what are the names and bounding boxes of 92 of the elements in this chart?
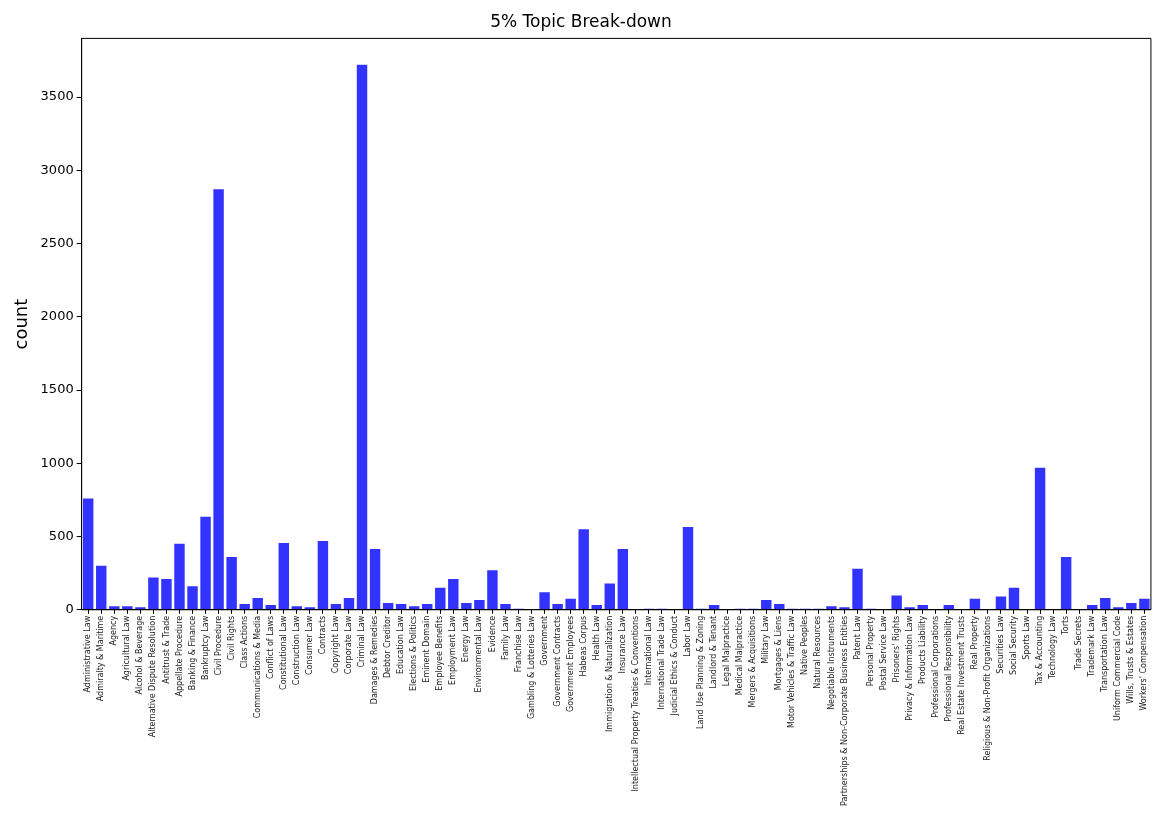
x-tick-label: Alternative Dispute Resolution — [148, 615, 158, 738]
x-tick-label: Antitrust & Trade — [161, 615, 171, 684]
x-tick-label: Prisoners' Rights — [891, 615, 901, 683]
x-tick-label: Postal Service Law — [878, 615, 888, 691]
x-tick-label: Energy Law — [461, 615, 471, 663]
x-tick-label: Real Property — [969, 615, 979, 670]
x-tick-label: Copyright Law — [331, 615, 341, 674]
x-tick-label: Corporate Law — [344, 615, 354, 675]
x-tick-label: Immigration & Naturalization — [604, 615, 614, 733]
y-tick-label: 1500 — [40, 381, 74, 397]
y-tick-label: 0 — [65, 601, 74, 617]
y-tick-label: 1000 — [40, 454, 74, 470]
y-tick-label: 3500 — [40, 88, 74, 104]
x-tick-label: Intellectual Property Treaties & Conventions — [630, 615, 640, 792]
x-tick-label: Patent Law — [852, 615, 862, 660]
x-tick-label: Criminal Law — [357, 615, 367, 668]
x-tick-label: Administrative Law — [83, 615, 93, 693]
x-tick-label: Mortgages & Liens — [774, 615, 784, 691]
x-tick-label: Insurance Law — [617, 615, 627, 674]
x-tick-label: Constitutional Law — [278, 615, 288, 690]
x-tick-label: Construction Law — [291, 615, 301, 686]
x-tick-label: Damages & Remedies — [370, 615, 380, 705]
x-tick-label: Legal Malpractice — [722, 615, 732, 687]
chart-title: 5% Topic Break-down — [490, 10, 672, 31]
x-tick-label: Conflict of Laws — [265, 615, 275, 679]
x-tick-label: Products Liability — [917, 615, 927, 685]
x-tick-label: Bankruptcy Law — [200, 615, 210, 681]
x-tick-label: Franchise Law — [513, 615, 523, 673]
x-tick-label: Motor Vehicles & Traffic Law — [787, 615, 797, 729]
x-tick-label: Government Employees — [565, 615, 575, 712]
x-tick-label: Real Estate Investment Trusts — [956, 615, 966, 735]
x-tick-label: Native Peoples — [800, 615, 810, 675]
x-tick-label: Wills, Trusts & Estates — [1126, 615, 1136, 704]
x-tick-label: Mergers & Acquisitions — [748, 615, 758, 708]
x-tick-label: International Law — [643, 615, 653, 686]
x-tick-label: Civil Procedure — [213, 615, 223, 676]
x-tick-label: Alcohol & Beverage — [135, 615, 145, 695]
x-tick-label: Communications & Media — [252, 615, 262, 719]
x-tick-label: Debtor Creditor — [383, 615, 393, 679]
x-tick-label: Personal Property — [865, 615, 875, 687]
x-tick-label: Contracts — [317, 615, 327, 655]
x-tick-label: Uniform Commercial Code — [1113, 615, 1123, 721]
x-tick-label: Class Actions — [239, 615, 249, 669]
x-tick-label: Health Law — [591, 615, 601, 661]
x-tick-label: Admiralty & Maritime — [96, 615, 106, 702]
x-tick-label: Torts — [1061, 615, 1071, 636]
x-tick-label: Securities Law — [996, 615, 1006, 674]
x-tick-label: Eminent Domain — [422, 615, 432, 683]
x-tick-label: Education Law — [396, 615, 406, 675]
x-tick-label: Negotiable Instruments — [826, 615, 836, 710]
x-tick-label: Agency — [109, 615, 119, 646]
y-tick-label: 3000 — [40, 161, 74, 177]
x-tick-label: Environmental Law — [474, 615, 484, 693]
x-tick-label: Government Contracts — [552, 615, 562, 707]
x-tick-label: Banking & Finance — [187, 615, 197, 691]
x-tick-label: Sports Law — [1022, 615, 1032, 660]
y-tick-label: 500 — [48, 527, 74, 543]
x-tick-label: Medical Malpractice — [735, 615, 745, 696]
x-tick-label: Landlord & Tenant — [709, 615, 719, 689]
x-tick-label: Religious & Non-Profit Organizations — [982, 615, 992, 761]
x-tick-label: Workers' Compensation — [1139, 615, 1149, 711]
x-tick-label: International Trade Law — [657, 615, 667, 710]
x-tick-label: Appellate Procedure — [174, 615, 184, 697]
x-tick-label: Agricultural Law — [122, 615, 132, 681]
x-tick-label: Social Security — [1009, 615, 1019, 675]
x-tick-label: Employee Benefits — [435, 615, 445, 691]
y-axis-title: count — [10, 298, 32, 350]
x-tick-label: Technology Law — [1048, 615, 1058, 681]
y-tick-label: 2000 — [40, 308, 74, 324]
x-tick-label: Family Law — [500, 615, 510, 660]
x-tick-label: Trademark Law — [1087, 615, 1097, 678]
x-tick-label: Consumer Law — [304, 615, 314, 676]
x-tick-label: Habeas Corpus — [578, 615, 588, 677]
x-tick-label: Gambling & Lotteries Law — [526, 615, 536, 720]
x-tick-label: Labor Law — [683, 615, 693, 657]
x-tick-label: Tax & Accounting — [1035, 615, 1045, 686]
x-tick-label: Government — [539, 615, 549, 666]
x-tick-label: Military Law — [761, 615, 771, 664]
x-tick-label: Evidence — [487, 615, 497, 653]
x-tick-label: Elections & Politics — [409, 615, 419, 691]
x-tick-label: Professional Corporations — [930, 615, 940, 718]
x-tick-label: Professional Responsibility — [943, 615, 953, 722]
x-tick-label: Employment Law — [448, 615, 458, 685]
x-tick-label: Trade Secrets — [1074, 615, 1084, 671]
x-tick-label: Civil Rights — [226, 615, 236, 661]
x-tick-label: Natural Resources — [813, 615, 823, 689]
x-tick-label: Transportation Law — [1100, 615, 1110, 693]
x-tick-label: Privacy & Information Law — [904, 615, 914, 721]
x-tick-label: Partnerships & Non-Corporate Business Entities — [839, 615, 849, 806]
x-tick-label: Judicial Ethics & Conduct — [670, 615, 680, 717]
y-tick-label: 2500 — [40, 234, 74, 250]
x-tick-label: Land Use Planning & Zoning — [696, 615, 706, 729]
